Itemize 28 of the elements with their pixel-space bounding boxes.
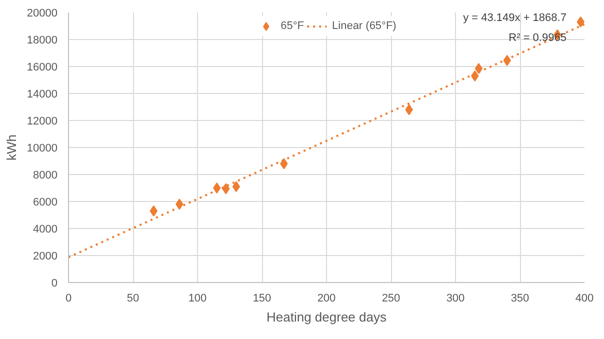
x-tick-label: 150 [252, 292, 272, 304]
x-tick-label: 100 [188, 292, 207, 304]
y-tick-label: 20000 [26, 8, 58, 20]
y-tick-label: 16000 [26, 62, 58, 74]
y-tick-label: 6000 [33, 196, 58, 208]
x-tick-label: 300 [446, 292, 465, 304]
legend-label: 65°F [280, 20, 304, 32]
x-tick-label: 0 [65, 292, 72, 304]
x-axis-title: Heating degree days [266, 310, 387, 324]
legend-label: Linear (65°F) [332, 20, 396, 32]
y-tick-label: 0 [51, 278, 58, 290]
y-tick-label: 14000 [26, 88, 58, 100]
y-tick-label: 8000 [33, 170, 58, 182]
point [474, 63, 483, 74]
y-tick-label: 2000 [33, 250, 58, 262]
x-tick-label: 200 [317, 292, 336, 304]
x-tick-label: 350 [510, 292, 530, 304]
annotation: y = 43.149x + 1868.7 [463, 12, 566, 24]
y-tick-label: 18000 [26, 34, 58, 46]
y-tick-label: 10000 [26, 142, 58, 154]
x-tick-label: 400 [575, 292, 594, 304]
y-tick-label: 12000 [26, 116, 58, 128]
x-tick-label: 250 [382, 292, 400, 304]
y-tick-label: 4000 [33, 224, 58, 236]
point [232, 181, 240, 192]
x-tick-label: 50 [126, 292, 140, 304]
point [213, 182, 221, 194]
y-axis-title: kWh [4, 134, 19, 160]
